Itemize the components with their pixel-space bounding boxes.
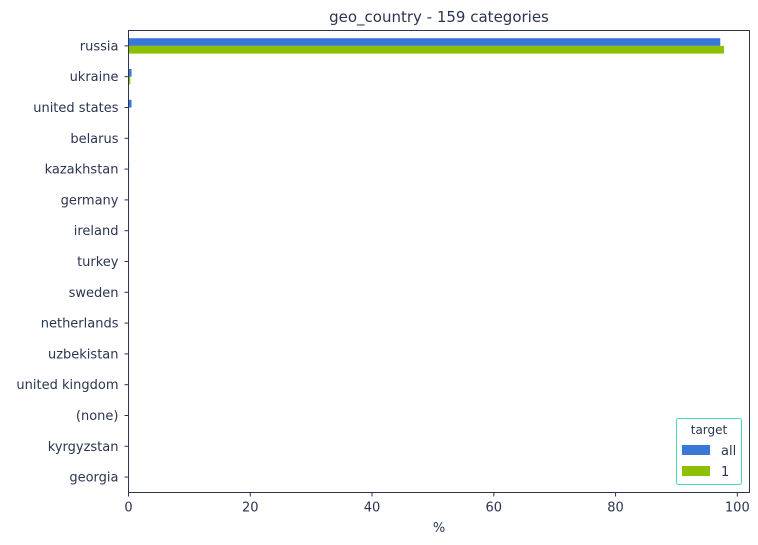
x-axis-label: %: [433, 521, 445, 536]
y-tick-label: georgia: [69, 471, 118, 486]
y-tick-label: russia: [80, 39, 119, 54]
legend-title: target: [691, 423, 728, 437]
y-tick-label: belarus: [70, 132, 118, 147]
legend-label-all: all: [721, 444, 736, 459]
y-tick-label: turkey: [77, 255, 119, 270]
chart-title: geo_country - 159 categories: [329, 8, 549, 27]
y-tick-label: germany: [61, 193, 119, 208]
y-tick-label: kyrgyzstan: [48, 440, 119, 455]
legend-swatch-1: [682, 466, 710, 476]
bar-1-ukraine: [128, 76, 131, 85]
legend-label-1: 1: [721, 465, 729, 480]
y-tick-label: kazakhstan: [45, 163, 119, 178]
y-tick-label: sweden: [69, 286, 119, 301]
y-tick-label: united states: [33, 101, 119, 116]
x-tick-label: 60: [486, 501, 503, 516]
legend-swatch-all: [682, 445, 710, 455]
legend: target all 1: [676, 418, 742, 485]
x-ticks: 0 20 40 60 80 100: [124, 492, 750, 516]
y-tick-label: netherlands: [41, 317, 119, 332]
y-tick-labels: russia ukraine united states belarus kazakhs…: [16, 39, 129, 486]
x-tick-label: 20: [242, 501, 259, 516]
bar-all-russia: [128, 38, 721, 46]
x-tick-label: 40: [364, 501, 381, 516]
x-tick-label: 100: [725, 501, 750, 516]
x-tick-label: 0: [124, 501, 132, 516]
bar-1-russia: [128, 45, 724, 54]
bar-all-ukraine: [128, 69, 132, 77]
y-tick-label: ireland: [74, 224, 119, 239]
y-tick-label: (none): [76, 409, 119, 424]
y-tick-label: ukraine: [70, 70, 119, 85]
y-tick-label: united kingdom: [16, 378, 118, 393]
plot-frame: [128, 30, 750, 493]
x-tick-label: 80: [607, 501, 624, 516]
bar-all-united-states: [128, 99, 132, 108]
y-tick-label: uzbekistan: [48, 347, 119, 362]
bars-group: [128, 38, 724, 485]
